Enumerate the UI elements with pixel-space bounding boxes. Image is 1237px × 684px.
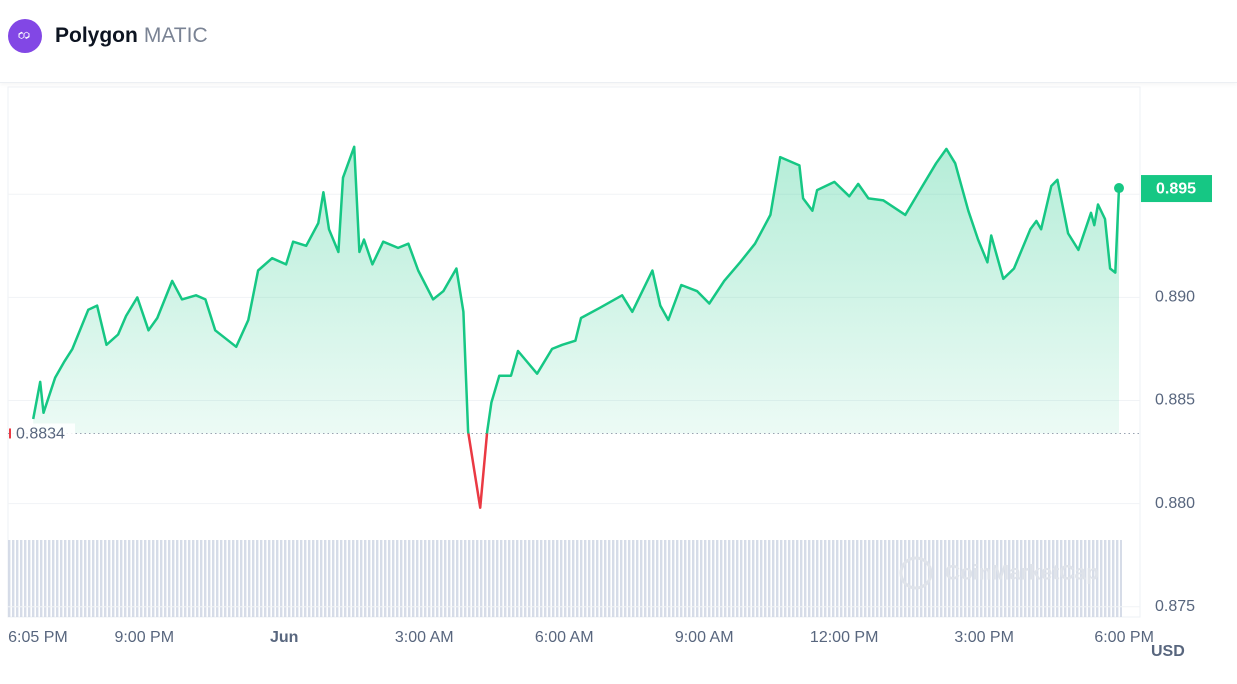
price-tag: 0.895 xyxy=(1156,180,1196,197)
x-tick-label: 3:00 PM xyxy=(954,629,1014,646)
title-row: Polygon MATIC xyxy=(55,24,208,48)
x-tick-label: 9:00 PM xyxy=(114,629,174,646)
volume-band xyxy=(8,540,1122,617)
y-tick-label: 0.880 xyxy=(1155,495,1195,512)
logo xyxy=(8,19,42,53)
x-tick-label: 3:00 AM xyxy=(395,629,454,646)
reference-label-bg xyxy=(9,423,75,444)
x-tick-label: 12:00 PM xyxy=(810,629,878,646)
y-tick-label: 0.885 xyxy=(1155,392,1195,409)
header: Polygon MATIC xyxy=(0,0,1237,83)
x-tick-label: Jun xyxy=(270,629,298,646)
price-line xyxy=(31,145,1121,509)
watermark: CoinMarketCap xyxy=(945,562,1099,585)
x-tick-label: 6:00 PM xyxy=(1094,629,1154,646)
y-axis-label: USD xyxy=(1151,643,1185,660)
y-tick-label: 0.890 xyxy=(1155,289,1195,306)
plot: 0.875 0.880 0.885 0.890 0.895 USD 6:05 PM 9:00 … xyxy=(7,86,1212,660)
x-tick-label: 6:05 PM xyxy=(8,629,68,646)
area xyxy=(33,146,1119,434)
price-tag-bg xyxy=(1141,175,1212,203)
last-point xyxy=(1114,183,1125,194)
coin-name: Polygon xyxy=(55,24,138,47)
y-tick-label: 0.875 xyxy=(1155,598,1195,615)
x-tick-label: 6:00 AM xyxy=(535,629,594,646)
coin-symbol: MATIC xyxy=(143,24,208,47)
reference-label: 0.8834 xyxy=(16,426,65,443)
x-tick-label: 9:00 AM xyxy=(675,629,734,646)
watermark-logo xyxy=(899,556,933,590)
